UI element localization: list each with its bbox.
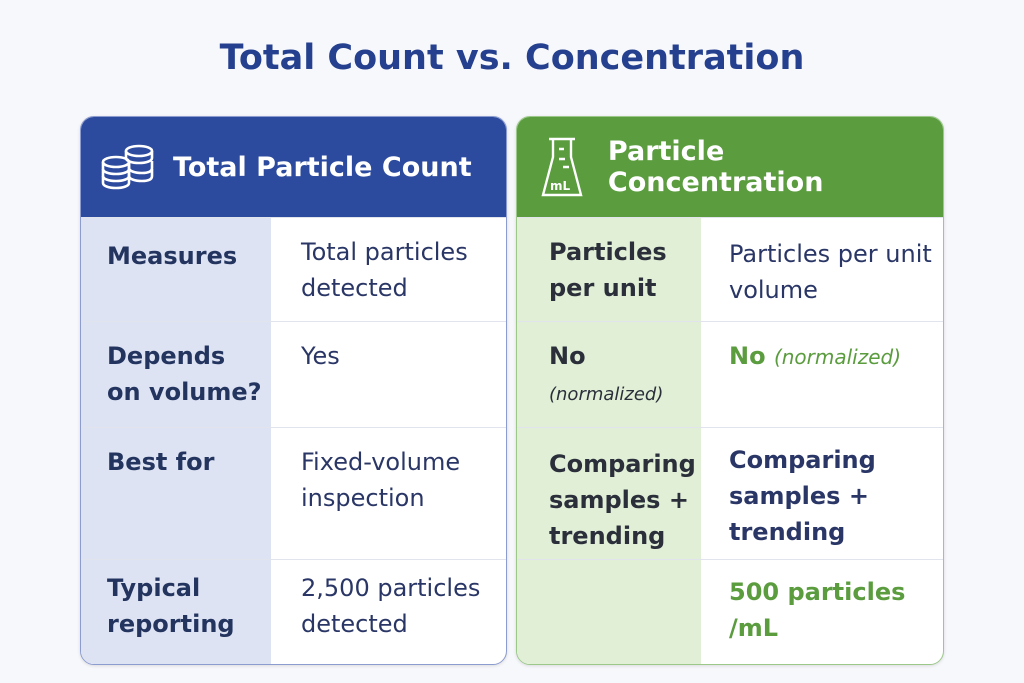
flask-ml-icon: mL xyxy=(535,137,594,197)
page-title: Total Count vs. Concentration xyxy=(219,38,805,78)
total-count-title: Total Particle Count xyxy=(173,151,472,183)
total-count-panel: Total Particle Count Measures Total part… xyxy=(80,116,507,665)
table-row: Depends on volume? Yes xyxy=(81,321,506,428)
svg-text:mL: mL xyxy=(550,179,571,193)
concentration-title: Particle Concentration xyxy=(607,136,824,198)
table-row: No (normalized) No (normalized) xyxy=(517,321,943,428)
concentration-panel: mL Particle Concentration Particles per … xyxy=(516,116,944,665)
coins-stack-icon xyxy=(99,137,159,197)
table-row: Particles per unit Particles per unit vo… xyxy=(517,217,943,322)
concentration-header: mL Particle Concentration xyxy=(517,117,943,217)
table-row: Typical reporting 2,500 particles detect… xyxy=(81,559,506,664)
total-count-header: Total Particle Count xyxy=(81,117,506,217)
table-row: 500 particles /mL xyxy=(517,559,943,664)
table-row: Best for Fixed-volume inspection xyxy=(81,427,506,560)
table-row: Measures Total particles detected xyxy=(81,217,506,322)
table-row: Comparing samples + trending Comparing s… xyxy=(517,427,943,560)
